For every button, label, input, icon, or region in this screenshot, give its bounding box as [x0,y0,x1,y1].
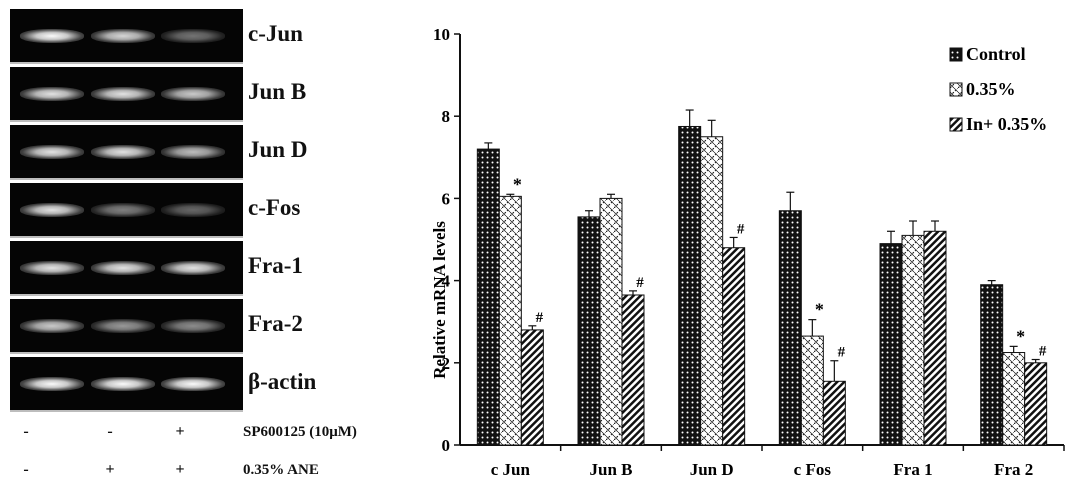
y-axis-label: Relative mRNA levels [430,221,449,379]
gel-band [91,86,155,101]
bar [577,216,601,446]
gel-band [20,260,84,275]
significance-marker: # [838,345,846,361]
treatment-sign: + [175,423,185,440]
bar [520,329,544,446]
gel-band [91,318,155,333]
bar [800,335,824,446]
significance-marker: * [513,174,522,194]
bar [1024,362,1048,446]
gel-band [20,144,84,159]
treatment-sign: + [175,461,185,478]
legend-label: Control [966,44,1026,64]
treatment-label: 0.35% ANE [243,462,319,478]
y-tick-label: 8 [442,107,451,126]
gel-band [161,260,225,275]
gel-band [20,376,84,391]
x-tick-label: Fra 1 [893,460,932,479]
y-tick-label: 6 [442,189,451,208]
bar [700,136,724,446]
legend-swatch [949,82,963,97]
chart-bars: * # # # * # * # [476,109,1048,446]
treatment-label: SP600125 (10μM) [243,424,357,440]
legend-label: In+ 0.35% [966,114,1047,134]
y-tick-label: 0 [442,436,451,455]
bar [901,234,925,446]
bar [879,243,903,446]
gel-band [91,260,155,275]
gel-strip [10,183,243,238]
gel-strip [10,67,243,122]
gel-band [20,318,84,333]
treatment-sign: - [23,461,29,478]
gel-band [161,202,225,217]
bar [476,148,500,446]
gel-band [91,28,155,43]
gel-band [20,202,84,217]
gel-band [20,28,84,43]
gel-band [91,202,155,217]
gel-band [161,318,225,333]
legend-label: 0.35% [966,79,1016,99]
gel-band [161,376,225,391]
gene-label: Fra-2 [248,311,303,336]
bar [822,380,846,446]
treatment-sign: - [107,423,113,440]
gene-label: β-actin [248,369,317,394]
significance-marker: * [1016,326,1025,346]
bar [621,294,645,446]
bar [923,230,947,446]
gel-strip [10,299,243,354]
x-tick-label: Jun D [690,460,734,479]
gel-strip [10,241,243,296]
x-tick-label: c Fos [794,460,832,479]
significance-marker: * [815,300,824,320]
y-tick-label: 2 [442,354,451,373]
gene-label: Jun B [248,79,307,104]
legend-swatch [949,47,963,62]
gel-panel: c-Jun Jun B Jun D c-Fos Fra-1 Fra-2 β-actin - - +… [0,0,430,485]
significance-marker: # [737,221,745,237]
gel-band [161,144,225,159]
gene-label: Jun D [248,137,308,162]
gel-strip [10,357,243,412]
significance-marker: # [536,310,544,326]
gene-label: Fra-1 [248,253,303,278]
significance-marker: # [1039,344,1047,360]
gel-band [161,86,225,101]
bar [599,197,623,446]
bar [722,247,746,446]
gel-band [161,28,225,43]
x-tick-label: c Jun [491,460,531,479]
bar [1002,352,1026,446]
bar [980,284,1004,446]
treatment-sign: - [23,423,29,440]
y-tick-label: 10 [433,25,450,44]
gel-strip [10,125,243,180]
gene-label: c-Fos [248,195,301,220]
legend-swatch [949,117,963,132]
y-tick-label: 4 [442,272,451,291]
gel-band [91,144,155,159]
x-tick-label: Fra 2 [994,460,1033,479]
bar-chart: 0 2 4 6 8 10 c Jun Jun B Jun D c Fos Fra 1 Fra 2 * #… [430,25,1065,479]
bar [498,195,522,446]
bar [678,125,702,446]
treatment-sign: + [105,461,115,478]
chart-legend: Control 0.35% In+ 0.35% [949,44,1047,134]
gel-band [20,86,84,101]
gel-band [91,376,155,391]
significance-marker: # [636,275,644,291]
gene-label: c-Jun [248,21,303,46]
gel-strip [10,9,243,64]
chart-axes: 0 2 4 6 8 10 c Jun Jun B Jun D c Fos Fra 1 Fra 2 [433,25,1065,479]
x-tick-label: Jun B [590,460,633,479]
bar [778,210,802,446]
